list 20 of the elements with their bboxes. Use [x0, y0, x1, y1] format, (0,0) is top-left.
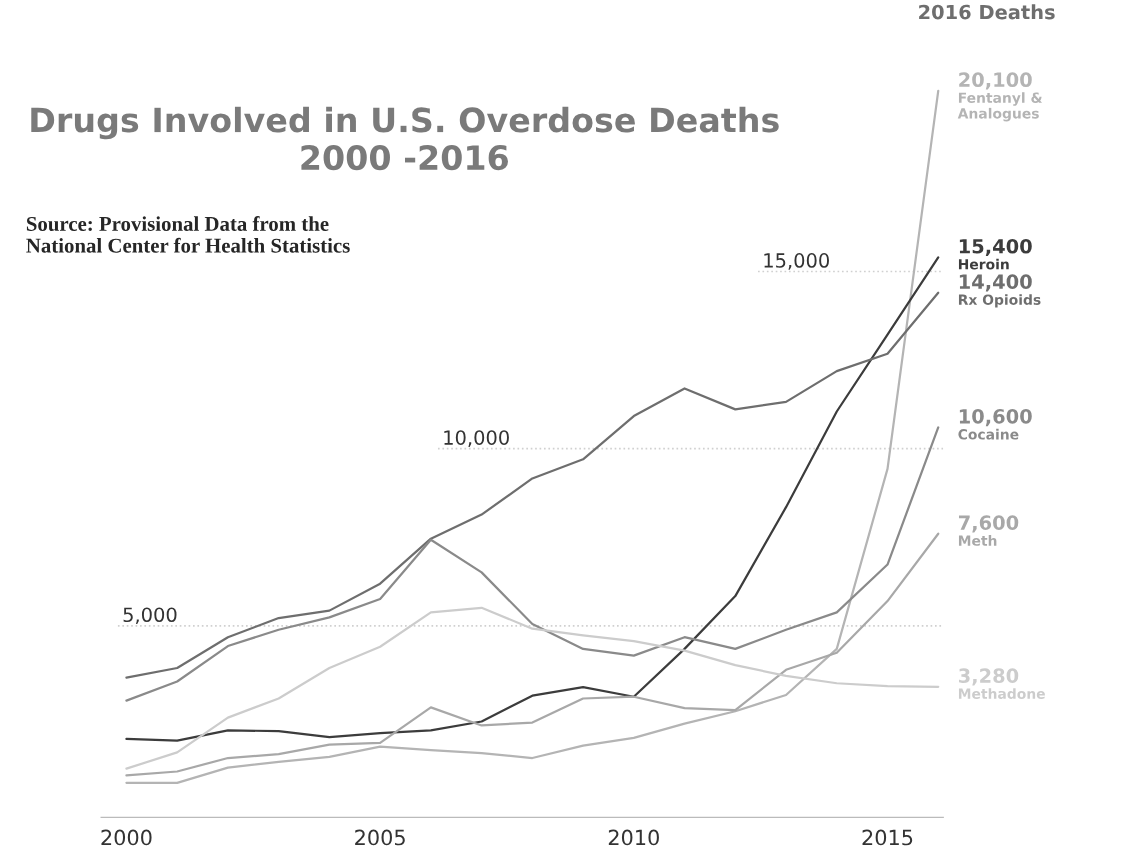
series-label: Cocaine — [958, 428, 1019, 440]
text: 2016 Deaths — [919, 4, 1055, 20]
data-label: 14,400 — [959, 274, 1032, 292]
annotation: Source: Provisional Data from the National Center for Health Statistics — [26, 216, 350, 253]
series-label: Meth — [958, 535, 997, 546]
data-label: 15,400 — [959, 238, 1032, 257]
ref-line-label: 10,000 — [444, 430, 509, 447]
ref-line-label: 15,000 — [764, 253, 829, 270]
text: Drugs Involved in U.S. Overdose Deaths 2000 -2016 — [31, 106, 779, 171]
data-label: 7,600 — [958, 515, 1019, 533]
x-tick-label: 2005 — [355, 829, 405, 846]
x-tick-label: 2010 — [608, 829, 659, 846]
ref-line-label: 5,000 — [123, 607, 177, 625]
x-tick-label: 2000 — [101, 829, 152, 846]
series-label: Heroin — [958, 258, 1009, 270]
data-label: 10,600 — [959, 408, 1032, 427]
series-label: Fentanyl & Analogues — [957, 92, 1043, 122]
data-label: 20,100 — [959, 72, 1032, 90]
x-tick-label: 2015 — [862, 829, 913, 846]
series-label: Rx Opioids — [958, 294, 1041, 308]
